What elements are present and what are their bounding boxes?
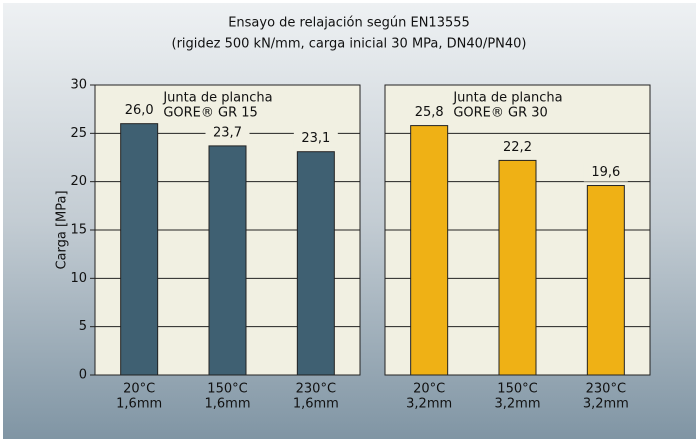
- x-tick-label: 150°C: [207, 382, 247, 397]
- x-tick-label: 1,6mm: [293, 397, 339, 412]
- value-label-bg: [205, 123, 250, 142]
- bar: [296, 151, 335, 376]
- value-label: 22,2: [503, 140, 532, 155]
- panel-annotation: Junta de plancha: [452, 91, 562, 106]
- value-label: 26,0: [125, 103, 154, 118]
- value-label: 23,1: [301, 131, 330, 146]
- value-label-bg: [117, 101, 162, 120]
- annotation-bg: [191, 89, 304, 123]
- panel-annotation: GORE® GR 30: [453, 106, 547, 121]
- y-tick-label: 15: [70, 223, 87, 238]
- bar: [498, 159, 537, 376]
- y-tick-label: 30: [70, 78, 87, 93]
- x-tick-label: 3,2mm: [583, 397, 629, 412]
- bar: [586, 185, 625, 376]
- value-label: 25,8: [415, 105, 444, 120]
- y-tick-label: 5: [79, 319, 87, 334]
- x-tick-label: 3,2mm: [406, 397, 452, 412]
- x-tick-label: 20°C: [123, 382, 155, 397]
- y-tick-label: 25: [70, 126, 87, 141]
- chart-subtitle: (rigidez 500 kN/mm, carga inicial 30 MPa…: [172, 37, 527, 52]
- bar: [410, 125, 449, 376]
- x-tick-label: 3,2mm: [494, 397, 540, 412]
- value-label-bg: [583, 163, 628, 182]
- value-label-bg: [495, 138, 540, 157]
- x-tick-label: 150°C: [497, 382, 537, 397]
- bar: [120, 123, 159, 376]
- value-label-bg: [407, 103, 452, 122]
- value-label: 19,6: [591, 165, 620, 180]
- y-tick-label: 10: [70, 271, 87, 286]
- x-tick-label: 230°C: [296, 382, 336, 397]
- panel-annotation: GORE® GR 15: [163, 106, 257, 121]
- bar: [208, 145, 247, 376]
- x-tick-label: 1,6mm: [204, 397, 250, 412]
- y-tick-label: 20: [70, 174, 87, 189]
- annotation-bg: [481, 89, 594, 123]
- chart-title: Ensayo de relajación según EN13555: [228, 16, 470, 31]
- y-tick-label: 0: [79, 368, 87, 383]
- x-tick-label: 20°C: [413, 382, 445, 397]
- value-label-bg: [293, 129, 338, 148]
- x-tick-label: 1,6mm: [116, 397, 162, 412]
- y-axis-label: Carga [MPa]: [55, 190, 70, 269]
- x-tick-label: 230°C: [586, 382, 626, 397]
- value-label: 23,7: [213, 125, 242, 140]
- panel-annotation: Junta de plancha: [162, 91, 272, 106]
